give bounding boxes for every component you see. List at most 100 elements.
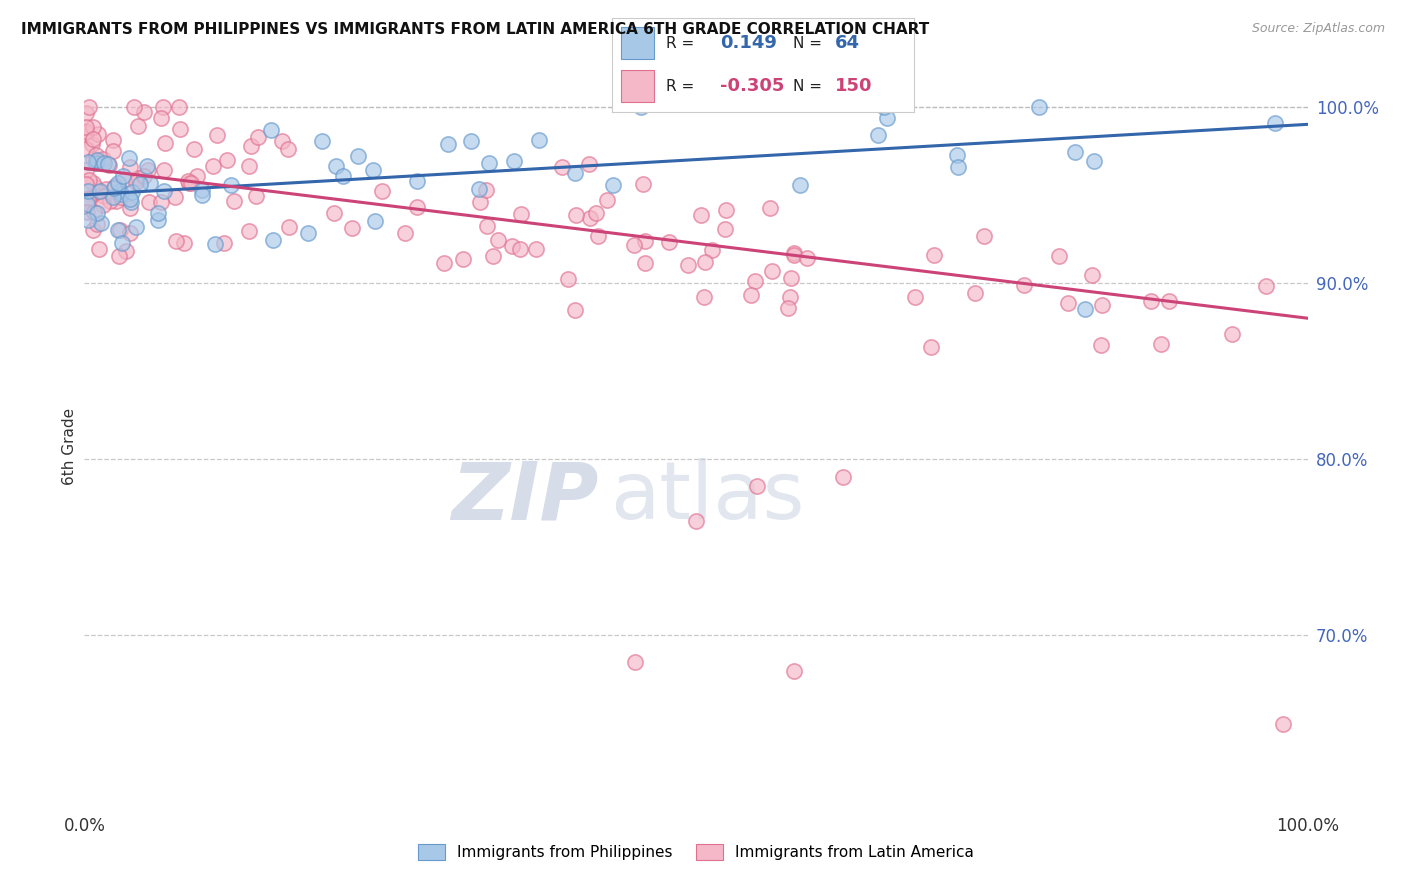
Point (136, 162, 159, 177)
Point (1057, 296, 1080, 310)
Point (186, 169, 208, 184)
Point (1073, 302, 1095, 317)
Point (1028, 100, 1050, 114)
Point (596, 193, 619, 207)
Point (524, 242, 547, 256)
Point (108, 184, 131, 198)
Point (1254, 279, 1277, 293)
Point (77, 173, 100, 187)
Point (76, 212, 98, 227)
Point (149, 195, 172, 210)
Point (180, 176, 202, 190)
Point (122, 100, 145, 114)
Point (118, 201, 141, 215)
Point (948, 160, 970, 174)
Point (685, 514, 707, 528)
Point (75, 177, 97, 191)
Point (124, 219, 146, 234)
Point (127, 170, 149, 185)
Point (831, 470, 853, 484)
Point (1090, 338, 1112, 352)
Point (1272, 716, 1295, 731)
Point (778, 301, 800, 316)
Point (110, 187, 132, 202)
Point (783, 248, 806, 262)
Point (222, 194, 245, 208)
Point (658, 235, 681, 249)
Point (84, 153, 107, 168)
Text: N =: N = (793, 78, 823, 94)
Point (371, 185, 394, 199)
Point (153, 163, 176, 178)
Point (118, 160, 141, 174)
Point (262, 233, 284, 247)
Point (277, 142, 299, 156)
Point (91, 153, 114, 167)
Point (759, 201, 782, 215)
Point (112, 169, 135, 183)
Point (1012, 277, 1035, 292)
Text: 150: 150 (835, 78, 873, 95)
Point (451, 252, 474, 266)
Point (190, 183, 212, 197)
Point (920, 340, 942, 354)
Point (713, 222, 735, 236)
Text: Source: ZipAtlas.com: Source: ZipAtlas.com (1251, 22, 1385, 36)
Point (76, 197, 98, 211)
Point (87, 185, 110, 199)
Point (624, 655, 647, 669)
Point (120, 194, 142, 209)
Point (676, 258, 699, 272)
Point (120, 192, 142, 206)
Point (148, 212, 170, 227)
Point (325, 159, 347, 173)
Point (94, 182, 117, 196)
Point (433, 256, 456, 270)
Point (86, 153, 108, 167)
Point (260, 123, 283, 137)
Point (76, 194, 98, 209)
Point (550, 160, 572, 174)
Point (747, 478, 769, 492)
Point (179, 177, 201, 191)
Point (82, 176, 104, 190)
Point (173, 236, 195, 251)
Point (120, 226, 142, 240)
Point (245, 188, 267, 202)
Point (121, 185, 143, 199)
Point (1264, 116, 1286, 130)
Point (486, 233, 509, 247)
Point (219, 178, 242, 193)
Point (150, 111, 173, 125)
Point (246, 130, 269, 145)
Point (761, 263, 783, 277)
Point (1222, 326, 1244, 341)
Text: R =: R = (666, 78, 695, 94)
Point (153, 184, 176, 198)
Point (80, 136, 103, 151)
Point (872, 100, 894, 114)
Point (689, 208, 711, 222)
Legend: Immigrants from Philippines, Immigrants from Latin America: Immigrants from Philippines, Immigrants … (412, 838, 980, 866)
Point (93, 188, 115, 202)
Point (204, 236, 226, 251)
Point (868, 128, 890, 142)
Point (509, 242, 531, 256)
Point (634, 234, 657, 248)
Point (238, 159, 260, 173)
Point (202, 159, 225, 173)
Point (82, 132, 104, 146)
Point (103, 181, 125, 195)
Point (579, 211, 602, 225)
Point (108, 223, 131, 237)
Point (578, 157, 600, 171)
Point (789, 178, 811, 192)
Point (107, 176, 129, 190)
Point (1047, 248, 1070, 262)
Point (115, 244, 138, 258)
Point (361, 163, 384, 178)
Text: atlas: atlas (610, 458, 804, 536)
Point (75, 142, 97, 156)
Point (77, 184, 100, 198)
Point (87, 127, 110, 141)
